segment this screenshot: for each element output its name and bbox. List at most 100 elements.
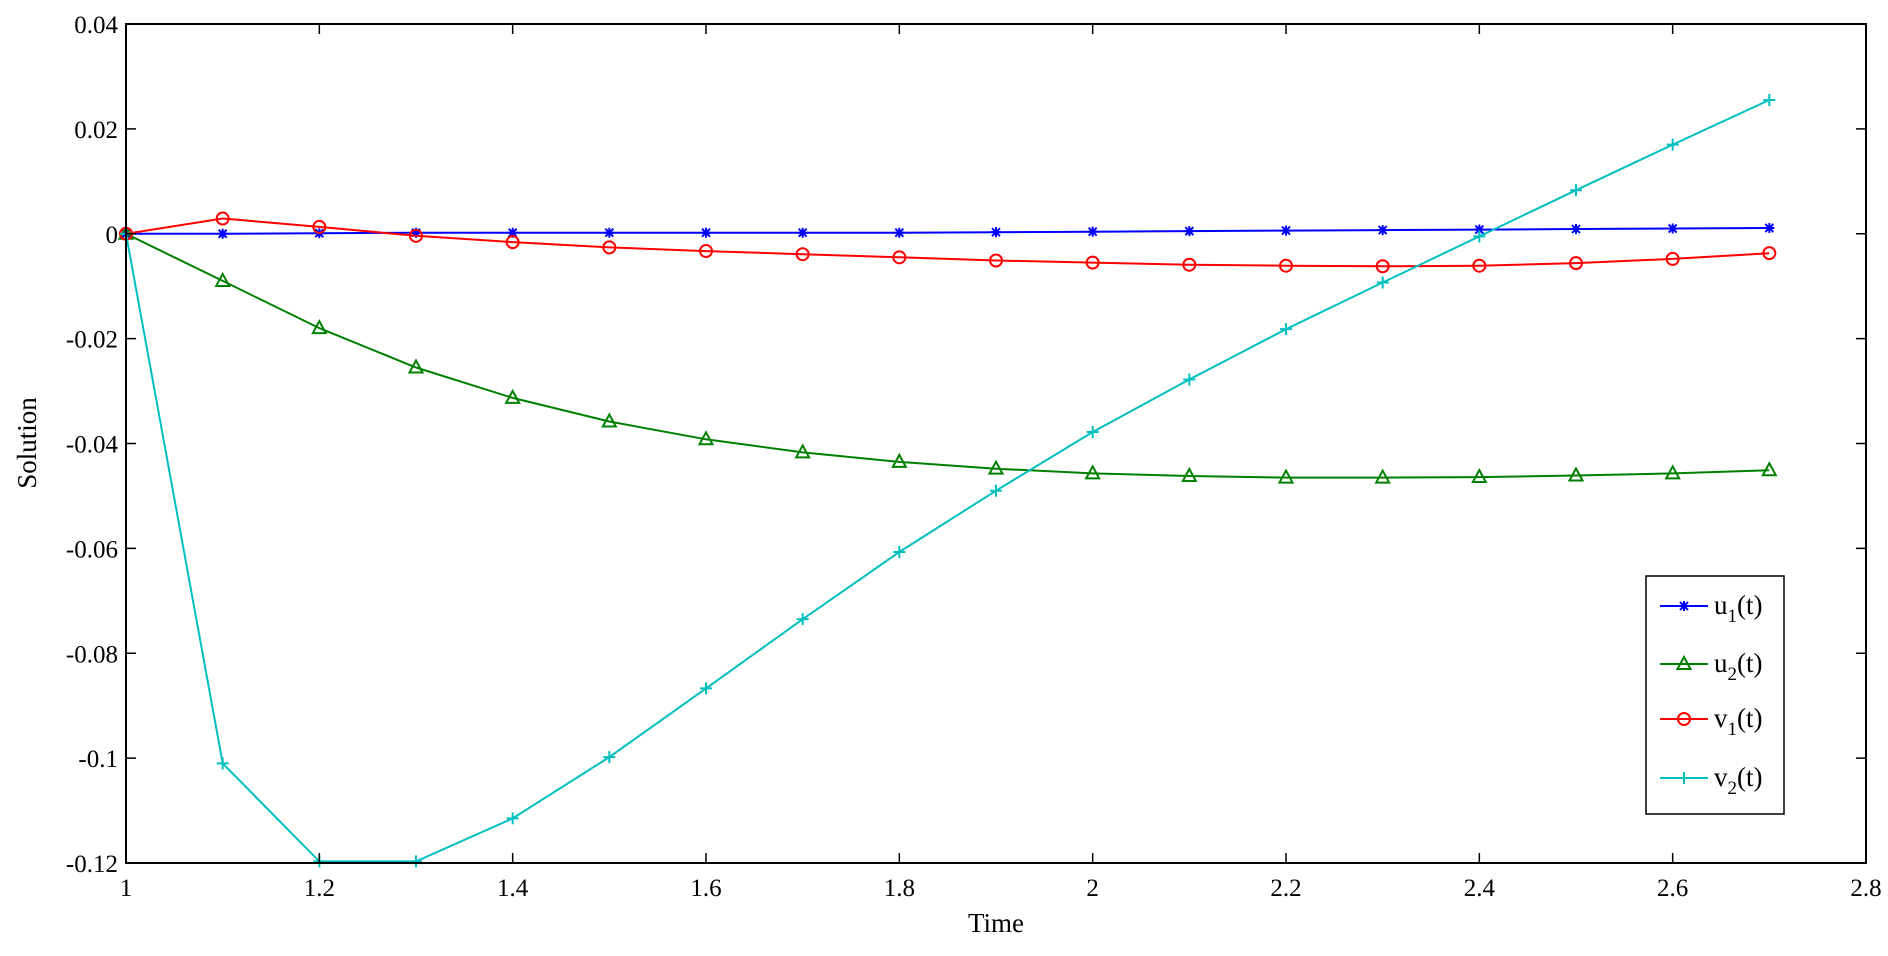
data-point <box>990 484 1002 497</box>
data-point <box>1374 468 1391 484</box>
data-point <box>1764 222 1775 233</box>
data-point <box>1375 259 1390 274</box>
data-point <box>1473 230 1486 243</box>
legend-label-sub: 2 <box>1728 778 1738 799</box>
legend-label-suffix: (t) <box>1737 762 1762 792</box>
x-tick-label: 2.8 <box>1850 875 1881 902</box>
data-point <box>216 757 229 770</box>
data-point <box>411 227 421 238</box>
y-tick-label: 0 <box>106 222 119 249</box>
data-point <box>1762 246 1777 261</box>
data-point <box>1763 94 1776 107</box>
series-line <box>125 217 1770 268</box>
x-axis-label: Time <box>968 908 1024 938</box>
data-point <box>989 253 1003 268</box>
data-point <box>1567 466 1585 482</box>
legend-box <box>1645 575 1785 815</box>
data-point <box>701 227 711 238</box>
data-point <box>700 682 712 695</box>
data-point <box>215 211 230 226</box>
data-point <box>794 443 811 459</box>
data-point <box>312 219 327 234</box>
data-point <box>1665 251 1680 266</box>
x-tick-label: 1.2 <box>304 875 335 902</box>
series-line <box>125 99 1770 863</box>
data-point <box>697 430 715 446</box>
data-point <box>1376 276 1389 289</box>
data-point <box>892 250 907 265</box>
data-point <box>214 271 231 287</box>
data-point <box>1569 256 1583 271</box>
data-point <box>1086 425 1099 438</box>
y-tick-label: 0.04 <box>74 12 118 39</box>
data-point <box>795 247 810 262</box>
x-tick-label: 1.8 <box>884 875 915 902</box>
legend-label-sub: 1 <box>1728 719 1738 740</box>
data-point <box>796 613 809 626</box>
data-point <box>1664 464 1681 480</box>
data-point <box>1667 223 1678 234</box>
data-point <box>603 751 616 764</box>
data-point <box>601 412 618 428</box>
series-u2 <box>117 224 1778 484</box>
data-point <box>1570 184 1582 197</box>
y-tick-label: -0.12 <box>66 851 118 878</box>
legend-label: v1(t) <box>1714 703 1762 740</box>
data-point <box>891 452 908 468</box>
x-tick-label: 2.2 <box>1270 875 1301 902</box>
legend-label-sub: 1 <box>1728 606 1738 627</box>
plot-area <box>126 24 1866 863</box>
data-point <box>1085 255 1100 270</box>
legend-label-suffix: (t) <box>1737 648 1762 678</box>
data-point <box>893 546 906 559</box>
data-point <box>1183 373 1196 386</box>
legend-swatch-marker <box>1675 654 1693 670</box>
legend-item: u1(t) <box>1660 590 1762 627</box>
data-point <box>1184 226 1195 237</box>
legend-swatch-marker <box>1678 772 1690 784</box>
legend-label-sub: 2 <box>1728 664 1738 685</box>
y-tick-label: -0.04 <box>66 432 119 459</box>
data-point <box>1084 464 1101 480</box>
series-v1 <box>119 211 1777 274</box>
x-tick-label: 1.4 <box>497 875 529 902</box>
data-point <box>407 358 425 374</box>
data-point <box>1571 224 1581 235</box>
data-point <box>1087 226 1098 237</box>
data-point <box>699 244 713 259</box>
data-point <box>1182 257 1197 272</box>
data-point <box>410 855 422 868</box>
data-point <box>1277 468 1295 484</box>
ticks-layer: 1 1.2 1.4 1.6 1.8 2 2.2 2.4 2.6 2.8 0.04 0.02 0 -0.02… <box>66 12 1882 902</box>
legend-label: u1(t) <box>1714 590 1762 627</box>
data-point <box>1377 225 1388 236</box>
data-point <box>217 228 228 239</box>
legend: u1(t)u2(t)v1(t)v2(t) <box>1645 575 1785 815</box>
legend-label: v2(t) <box>1714 762 1762 799</box>
y-tick-label: -0.1 <box>78 746 118 773</box>
data-point <box>1666 138 1679 151</box>
legend-label-base: u <box>1714 590 1728 620</box>
y-tick-label: -0.06 <box>66 536 118 563</box>
data-point <box>894 227 905 238</box>
legend-item: v1(t) <box>1660 703 1762 740</box>
legend-item: v2(t) <box>1660 762 1762 799</box>
y-tick-label: -0.02 <box>66 327 118 354</box>
y-axis-label: Solution <box>12 397 42 489</box>
x-tick-label: 2.4 <box>1464 875 1496 902</box>
x-tick-label: 1 <box>120 875 133 902</box>
legend-swatch-marker <box>1677 712 1691 726</box>
legend-label: u2(t) <box>1714 648 1762 685</box>
x-tick-label: 2 <box>1086 875 1099 902</box>
data-point <box>1471 467 1488 484</box>
data-point <box>1281 225 1291 236</box>
data-point <box>602 240 617 255</box>
data-point <box>1474 224 1485 235</box>
legend-swatch-marker <box>1679 601 1689 611</box>
data-point <box>991 227 1001 238</box>
data-point <box>1181 466 1198 483</box>
legend-item: u2(t) <box>1660 648 1762 685</box>
legend-label-base: v <box>1714 762 1728 792</box>
data-point <box>311 319 328 335</box>
